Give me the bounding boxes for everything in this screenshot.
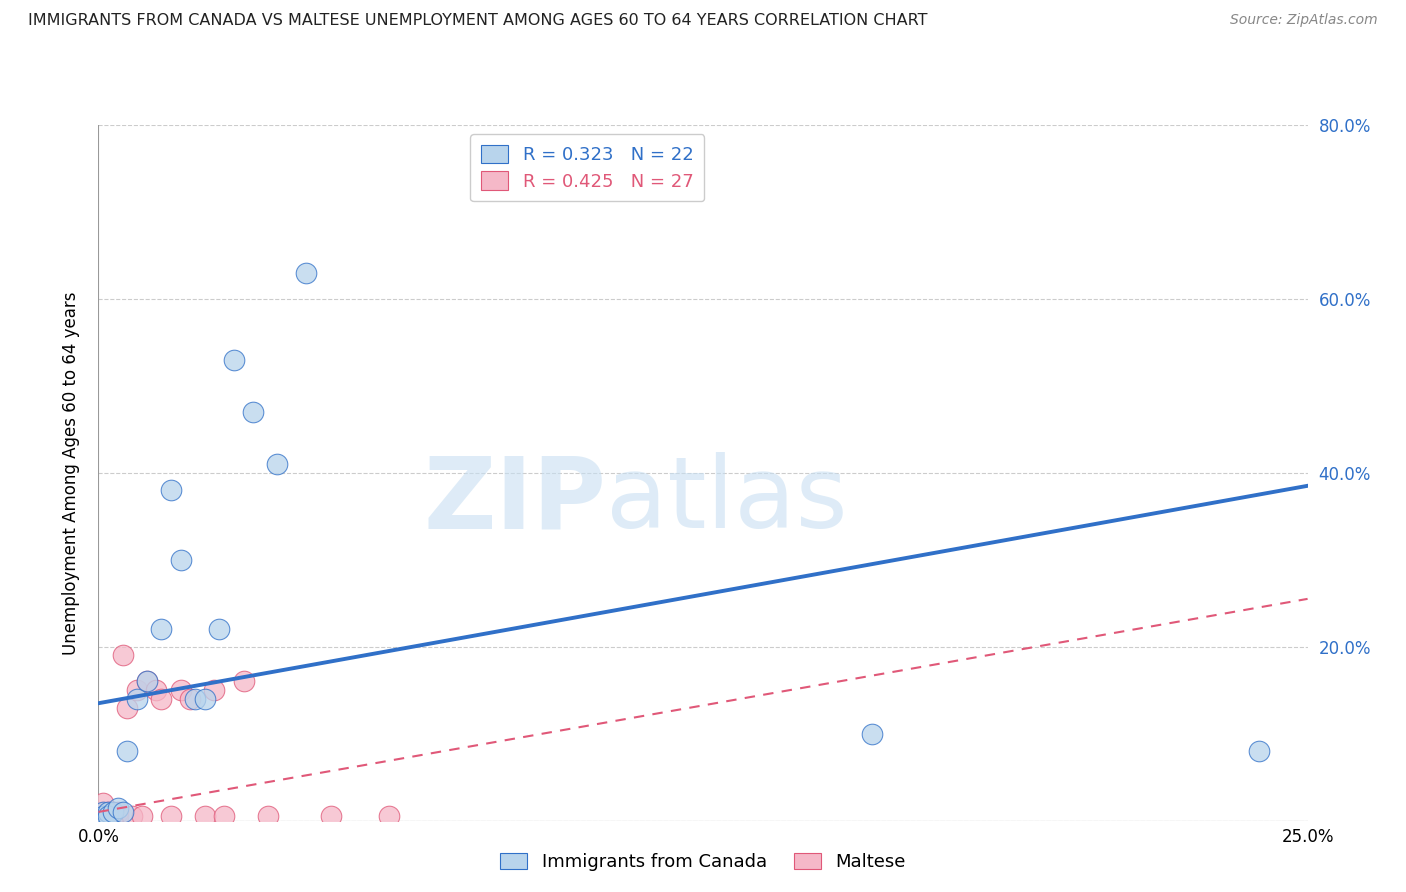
Point — [127, 683, 149, 698]
Point — [184, 692, 207, 706]
Point — [208, 623, 231, 637]
Point — [117, 700, 139, 714]
Point — [860, 726, 883, 740]
Text: ZIP: ZIP — [423, 452, 606, 549]
Y-axis label: Unemployment Among Ages 60 to 64 years: Unemployment Among Ages 60 to 64 years — [62, 291, 80, 655]
Point — [111, 648, 134, 663]
Point — [101, 809, 124, 823]
Point — [97, 805, 120, 819]
Point — [160, 809, 183, 823]
Point — [135, 674, 157, 689]
Point — [150, 623, 173, 637]
Point — [91, 805, 114, 819]
Point — [101, 805, 124, 819]
Point — [377, 809, 399, 823]
Point — [131, 809, 153, 823]
Point — [266, 457, 288, 471]
Point — [319, 809, 342, 823]
Point — [242, 405, 264, 419]
Point — [135, 674, 157, 689]
Legend: R = 0.323   N = 22, R = 0.425   N = 27: R = 0.323 N = 22, R = 0.425 N = 27 — [470, 134, 704, 202]
Point — [97, 809, 120, 823]
Legend: Immigrants from Canada, Maltese: Immigrants from Canada, Maltese — [494, 846, 912, 879]
Point — [179, 692, 201, 706]
Point — [101, 805, 124, 819]
Point — [222, 352, 245, 367]
Point — [295, 266, 318, 280]
Point — [169, 552, 191, 567]
Point — [127, 692, 149, 706]
Point — [121, 809, 143, 823]
Point — [97, 809, 120, 823]
Point — [194, 692, 217, 706]
Point — [160, 483, 183, 497]
Point — [117, 744, 139, 758]
Point — [91, 805, 114, 819]
Point — [91, 809, 114, 823]
Point — [204, 683, 226, 698]
Point — [194, 809, 217, 823]
Point — [111, 805, 134, 819]
Point — [107, 809, 129, 823]
Text: Source: ZipAtlas.com: Source: ZipAtlas.com — [1230, 13, 1378, 28]
Point — [91, 796, 114, 810]
Point — [97, 805, 120, 819]
Point — [107, 800, 129, 814]
Point — [212, 809, 235, 823]
Point — [256, 809, 278, 823]
Point — [1249, 744, 1271, 758]
Point — [145, 683, 167, 698]
Point — [107, 805, 129, 819]
Text: IMMIGRANTS FROM CANADA VS MALTESE UNEMPLOYMENT AMONG AGES 60 TO 64 YEARS CORRELA: IMMIGRANTS FROM CANADA VS MALTESE UNEMPL… — [28, 13, 928, 29]
Point — [91, 809, 114, 823]
Point — [150, 692, 173, 706]
Point — [232, 674, 254, 689]
Point — [169, 683, 191, 698]
Text: atlas: atlas — [606, 452, 848, 549]
